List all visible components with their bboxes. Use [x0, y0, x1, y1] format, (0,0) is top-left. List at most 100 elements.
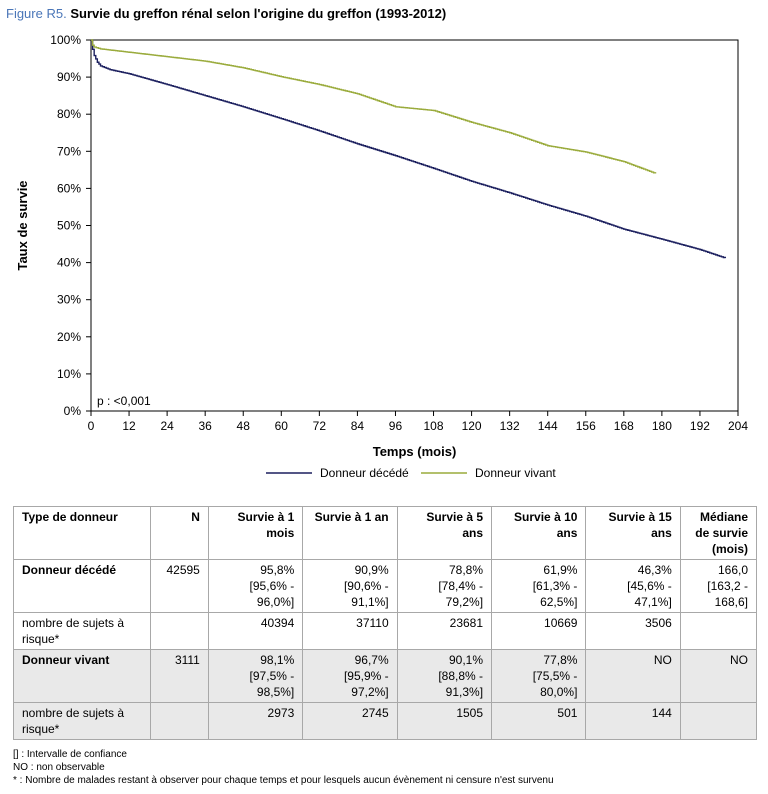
x-tick-label: 84	[351, 419, 365, 433]
table-cell: 2745	[302, 702, 398, 740]
table-cell-line: 77,8%	[543, 653, 578, 667]
table-cell-line: 98,1%	[260, 653, 295, 667]
x-tick-label: 72	[313, 419, 327, 433]
table-cell: 90,1% [88,8% - 91,3%]	[396, 649, 493, 703]
table-cell: 166,0 [163,2 - 168,6]	[679, 559, 758, 613]
table-cell	[150, 612, 209, 650]
x-tick-label: 168	[614, 419, 634, 433]
table-cell-line: [45,6% -	[627, 579, 672, 593]
table-cell: NO	[679, 649, 758, 703]
x-axis-label: Temps (mois)	[373, 444, 457, 459]
x-tick-label: 132	[500, 419, 520, 433]
y-tick-label: 100%	[50, 33, 81, 47]
x-tick-label: 36	[198, 419, 212, 433]
table-row: Donneur décédé 42595 95,8% [95,6% - 96,0%] 90…	[12, 559, 758, 613]
x-tick-label: 144	[538, 419, 558, 433]
table-cell-line: [88,8% -	[438, 669, 484, 683]
table-cell-line: [78,4% -	[438, 579, 484, 593]
table-cell-line: [97,5% -	[249, 669, 295, 683]
table-cell-line: 62,5%]	[540, 595, 578, 609]
y-tick-label: 40%	[57, 256, 81, 270]
x-tick-label: 12	[122, 419, 136, 433]
table-cell: 42595	[150, 559, 209, 613]
table-cell: Donneur vivant	[12, 649, 152, 703]
table-cell-line: NO	[730, 653, 748, 667]
table-cell-line: 95,8%	[260, 563, 295, 577]
x-tick-label: 24	[160, 419, 174, 433]
table-cell-line: 91,1%]	[351, 595, 389, 609]
table-cell	[679, 612, 758, 650]
header-cell: Médiane de survie (mois)	[679, 506, 758, 560]
table-cell: 10669	[491, 612, 587, 650]
table-header-row: Type de donneur N Survie à 1 mois Survie…	[12, 506, 758, 560]
figure-title: Figure R5. Survie du greffon rénal selon…	[6, 6, 446, 21]
y-tick-label: 0%	[64, 404, 82, 418]
table-cell: 98,1% [97,5% - 98,5%]	[207, 649, 304, 703]
table-cell: 3111	[150, 649, 209, 703]
table-cell	[150, 702, 209, 740]
table-cell-line: 96,7%	[354, 653, 389, 667]
footnote: * : Nombre de malades restant à observer…	[13, 775, 554, 786]
x-tick-label: 0	[88, 419, 95, 433]
table-cell: 95,8% [95,6% - 96,0%]	[207, 559, 304, 613]
table-cell-line: 166,0	[717, 563, 748, 577]
x-tick-label: 108	[424, 419, 444, 433]
table-cell-line: 47,1%]	[634, 595, 672, 609]
table-cell-line: 80,0%]	[540, 685, 578, 699]
table-cell	[679, 702, 758, 740]
header-cell: Survie à 15 ans	[585, 506, 681, 560]
header-cell: Survie à 10 ans	[491, 506, 587, 560]
table-cell: NO	[585, 649, 681, 703]
table-cell: 40394	[207, 612, 304, 650]
y-tick-label: 20%	[57, 330, 81, 344]
x-tick-label: 48	[237, 419, 251, 433]
header-cell: Survie à 1 an	[302, 506, 398, 560]
table-cell: 501	[491, 702, 587, 740]
table-cell-line: 91,3%]	[445, 685, 484, 699]
y-tick-label: 60%	[57, 181, 81, 195]
table-cell-line: 96,0%]	[256, 595, 295, 609]
table-cell-line: [95,6% -	[249, 579, 295, 593]
y-tick-label: 70%	[57, 144, 81, 158]
y-tick-label: 10%	[57, 367, 81, 381]
x-tick-label: 204	[728, 419, 748, 433]
table-cell: Donneur décédé	[12, 559, 152, 613]
table-cell-line: 46,3%	[637, 563, 672, 577]
table-cell-line: 97,2%]	[351, 685, 389, 699]
table-cell-line: NO	[653, 653, 672, 667]
x-tick-label: 180	[652, 419, 672, 433]
figure-label: Figure R5.	[6, 6, 67, 21]
table-cell: 46,3% [45,6% - 47,1%]	[585, 559, 681, 613]
table-cell: 3506	[585, 612, 681, 650]
table-cell-line: 98,5%]	[256, 685, 295, 699]
table-cell-line: 79,2%]	[445, 595, 484, 609]
table-cell-line: [90,6% -	[343, 579, 389, 593]
table-cell: 1505	[396, 702, 493, 740]
table-cell: 23681	[396, 612, 493, 650]
table-cell: 96,7% [95,9% - 97,2%]	[302, 649, 398, 703]
table-cell: 77,8% [75,5% - 80,0%]	[491, 649, 587, 703]
figure-title-text: Survie du greffon rénal selon l'origine …	[70, 6, 447, 21]
header-cell: Survie à 5 ans	[396, 506, 493, 560]
table-cell-line: [75,5% -	[532, 669, 578, 683]
table-cell-line: 78,8%	[449, 563, 484, 577]
footnotes: [] : Intervalle de confiance NO : non ob…	[13, 748, 554, 787]
x-tick-label: 120	[462, 419, 482, 433]
footnote: [] : Intervalle de confiance	[13, 749, 127, 760]
table-cell-line: 90,1%	[449, 653, 484, 667]
header-cell: N	[150, 506, 209, 560]
x-tick-label: 156	[576, 419, 596, 433]
footnote: NO : non observable	[13, 762, 105, 773]
table-cell-line: [163,2 -	[707, 579, 748, 593]
table-row: Donneur vivant 3111 98,1% [97,5% - 98,5%] 96,…	[12, 649, 758, 703]
x-tick-label: 60	[275, 419, 289, 433]
x-tick-label: 96	[389, 419, 403, 433]
p-value-annotation: p : <0,001	[97, 394, 151, 408]
legend-label: Donneur décédé	[320, 466, 409, 480]
table-cell: 61,9% [61,3% - 62,5%]	[491, 559, 587, 613]
table-cell: 90,9% [90,6% - 91,1%]	[302, 559, 398, 613]
table-cell-line: 61,9%	[543, 563, 578, 577]
y-tick-label: 50%	[57, 219, 81, 233]
series-line	[91, 39, 727, 259]
table-cell-line: [61,3% -	[532, 579, 578, 593]
